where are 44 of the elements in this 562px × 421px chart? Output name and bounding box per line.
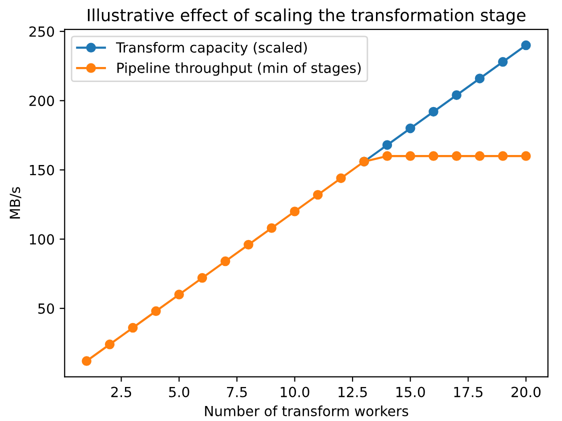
- point: [82, 356, 92, 366]
- y-tick-label: 200: [29, 96, 54, 106]
- legend-label: Transform capacity (scaled): [116, 42, 307, 56]
- point: [405, 151, 416, 161]
- x-tick-label: 20.0: [512, 386, 541, 398]
- point: [521, 40, 531, 50]
- chart-title: Illustrative effect of scaling the transformation stage: [88, 8, 526, 25]
- x-tick-label: 15.0: [396, 386, 425, 398]
- point: [174, 290, 184, 300]
- x-tick-label: 17.5: [454, 386, 482, 398]
- point: [128, 322, 138, 333]
- point: [405, 123, 416, 134]
- x-tick-label: 7.5: [227, 386, 247, 398]
- point: [220, 256, 230, 266]
- x-axis-title: Number of transform workers: [205, 406, 408, 416]
- x-tick-label: 12.5: [338, 386, 367, 398]
- point: [244, 240, 254, 250]
- point: [336, 173, 346, 184]
- point: [151, 306, 161, 316]
- point: [498, 57, 508, 67]
- y-tick-label: 250: [29, 26, 54, 37]
- x-tick-label: 10.0: [280, 386, 310, 398]
- point: [428, 151, 438, 161]
- point: [428, 106, 438, 117]
- x-tick-label: 2.5: [111, 386, 132, 398]
- point: [382, 140, 392, 150]
- point: [266, 223, 276, 233]
- point: [474, 151, 485, 161]
- point: [312, 190, 323, 200]
- x-tick-label: 5.0: [169, 386, 190, 398]
- y-tick-label: 100: [30, 234, 54, 245]
- point: [452, 90, 462, 100]
- point: [452, 151, 462, 161]
- y-axis-title: MB/s: [10, 187, 22, 218]
- point: [498, 151, 508, 161]
- point: [474, 74, 485, 84]
- point: [197, 273, 208, 283]
- point: [382, 151, 392, 161]
- point: [521, 151, 531, 161]
- legend-label: Pipeline throughput (min of stages): [117, 62, 361, 76]
- y-tick-label: 150: [30, 164, 54, 176]
- point: [104, 340, 115, 350]
- point: [290, 206, 300, 216]
- y-tick-label: 50: [38, 303, 54, 314]
